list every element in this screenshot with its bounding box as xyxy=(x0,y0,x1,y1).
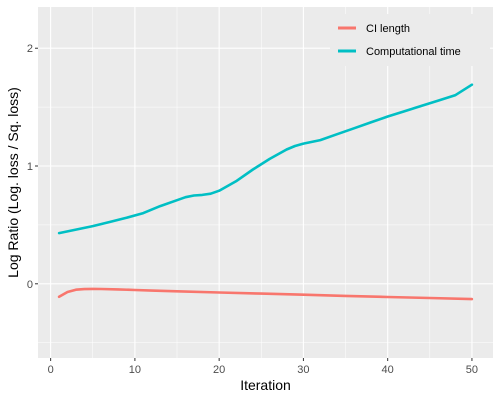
series-line-ci-length xyxy=(57,287,474,301)
axis-ticks xyxy=(35,47,473,361)
x-tick-label: 50 xyxy=(466,364,478,376)
y-tick-label: 0 xyxy=(27,279,33,291)
x-tick-label: 0 xyxy=(48,364,54,376)
x-tick-labels: 0 10 20 30 40 50 xyxy=(48,364,478,376)
y-tick-label: 2 xyxy=(27,43,33,55)
x-tick-label: 20 xyxy=(213,364,225,376)
series-line-computational-time xyxy=(57,83,474,235)
series-layer xyxy=(57,83,474,301)
x-tick-label: 10 xyxy=(129,364,141,376)
major-gridlines xyxy=(38,7,493,358)
y-tick-label: 1 xyxy=(27,161,33,173)
y-axis-title: Log Ratio (Log. loss / Sq. loss) xyxy=(5,87,21,278)
legend-label-computational-time: Computational time xyxy=(366,46,461,58)
x-tick-label: 40 xyxy=(382,364,394,376)
y-tick-labels: 0 1 2 xyxy=(27,43,33,291)
legend: CI length Computational time xyxy=(330,14,490,66)
x-tick-label: 30 xyxy=(297,364,309,376)
legend-background xyxy=(330,14,490,66)
legend-label-ci-length: CI length xyxy=(366,23,410,35)
x-axis-title: Iteration xyxy=(240,377,291,393)
